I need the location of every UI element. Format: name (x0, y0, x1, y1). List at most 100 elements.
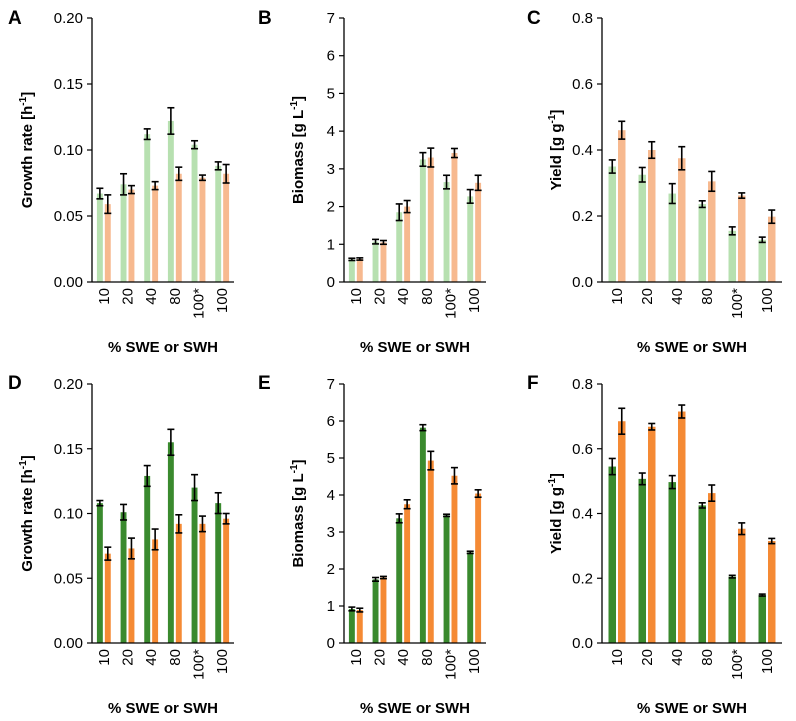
y-tick-label: 0.20 (54, 376, 83, 393)
y-axis-title-superscript: -1 (18, 96, 29, 105)
y-tick-label: 0 (327, 274, 335, 291)
bar-swh-100 (768, 216, 776, 282)
y-tick-label: 0.15 (54, 441, 83, 458)
x-tick-label: 10 (348, 649, 365, 666)
bar-swh-10 (356, 610, 363, 643)
x-tick-label: 20 (639, 288, 656, 305)
error-bar (372, 576, 380, 583)
x-axis-title: % SWE or SWH (108, 339, 218, 356)
bar-swh-40 (152, 539, 159, 643)
bar-swe-80 (419, 159, 426, 282)
y-tick-label: 0 (327, 635, 335, 652)
bar-swe-20 (638, 174, 646, 282)
error-bar (443, 513, 451, 518)
y-axis-title-text: Biomass [g L (290, 473, 307, 567)
y-axis-title-end: ] (290, 459, 307, 464)
y-tick-label: 0.05 (54, 570, 83, 587)
x-axis-title: % SWE or SWH (637, 339, 747, 356)
y-axis-title-end: ] (548, 110, 565, 115)
bar-swh-100* (451, 475, 458, 643)
x-axis-title: % SWE or SWH (360, 700, 470, 717)
bar-swe-20 (372, 579, 379, 643)
error-bar (678, 404, 686, 419)
error-bar (348, 606, 356, 612)
error-bar (450, 466, 458, 485)
y-axis-title-text: Growth rate [h (19, 469, 36, 572)
bar-swe-100* (443, 182, 450, 282)
x-tick-label: 20 (639, 649, 656, 666)
error-bar (648, 140, 656, 160)
x-tick-label: 20 (120, 649, 137, 666)
bar-swe-100* (443, 515, 450, 643)
bar-swe-40 (668, 482, 676, 643)
bar-swe-100* (728, 576, 736, 643)
y-axis-title-end: ] (19, 455, 36, 460)
error-bar (708, 484, 716, 502)
error-bar (738, 192, 746, 199)
panel-b: B 0 1 2 3 4 5 6 7 10 20 40 80 100* 100 % SWE or SWH Biom… (258, 8, 486, 356)
bar-swh-10 (104, 553, 111, 643)
y-tick-label: 0.4 (572, 506, 593, 523)
y-axis-title-text: Growth rate [h (19, 106, 36, 209)
error-bar (96, 187, 104, 200)
bar-swe-20 (120, 184, 127, 282)
bar-swh-100* (199, 523, 206, 643)
bar-swe-100 (758, 595, 766, 643)
bar-swe-80 (419, 427, 426, 643)
bar-swh-100 (768, 541, 776, 643)
x-tick-label: 100 (214, 649, 231, 674)
x-tick-label: 20 (372, 649, 389, 666)
x-tick-label: 40 (143, 288, 160, 305)
bar-swh-20 (648, 150, 656, 282)
panel-c: C 0.0 0.2 0.4 0.6 0.8 10 20 40 80 100* 100 % SWE or … (527, 8, 782, 356)
error-bar (198, 515, 206, 533)
x-axis-title: % SWE or SWH (637, 700, 747, 717)
error-bar (395, 203, 403, 222)
error-bar (466, 188, 474, 204)
bar-swh-80 (175, 173, 182, 282)
error-bar (403, 199, 411, 214)
y-axis-title-superscript: -1 (289, 101, 300, 110)
bar-swh-40 (678, 411, 686, 643)
error-bar (403, 499, 411, 510)
y-tick-label: 7 (327, 376, 335, 393)
y-axis-title-end: ] (290, 96, 307, 101)
y-axis-title-text: Biomass [g L (290, 110, 307, 204)
error-bar (768, 209, 776, 225)
bar-swh-40 (678, 158, 686, 282)
bar-swh-10 (618, 421, 626, 643)
x-tick-label: 100* (729, 649, 746, 680)
x-axis-title: % SWE or SWH (108, 700, 218, 717)
y-tick-label: 0.2 (572, 208, 593, 225)
y-axis-title-superscript: -1 (289, 464, 300, 473)
bar-swe-80 (167, 442, 174, 643)
y-tick-label: 7 (327, 10, 335, 27)
y-axis-title: Biomass [g L-1] (289, 96, 307, 204)
y-axis-title-superscript: -1 (18, 460, 29, 469)
bar-swe-80 (698, 204, 706, 282)
y-tick-label: 2 (327, 561, 335, 578)
bar-swh-100* (738, 528, 746, 643)
bar-swh-80 (708, 493, 716, 643)
x-tick-label: 100 (759, 649, 776, 674)
y-tick-label: 0.20 (54, 10, 83, 27)
error-bar (443, 174, 451, 190)
bar-swh-80 (427, 460, 434, 643)
error-bar (175, 513, 183, 534)
bar-swh-100* (451, 153, 458, 282)
x-tick-label: 10 (609, 649, 626, 666)
y-axis-title-text: Yield [g g (548, 123, 565, 190)
y-tick-label: 0.00 (54, 635, 83, 652)
y-tick-label: 1 (327, 598, 335, 615)
bar-swe-100 (215, 503, 222, 643)
error-bar (474, 174, 482, 192)
y-tick-label: 0.2 (572, 570, 593, 587)
bar-swh-100 (223, 518, 230, 643)
error-bar (728, 574, 736, 579)
x-tick-label: 10 (96, 649, 113, 666)
y-tick-label: 0.0 (572, 635, 593, 652)
x-tick-label: 100 (214, 288, 231, 313)
error-bar (466, 550, 474, 555)
x-tick-label: 40 (395, 288, 412, 305)
x-axis-title: % SWE or SWH (360, 339, 470, 356)
